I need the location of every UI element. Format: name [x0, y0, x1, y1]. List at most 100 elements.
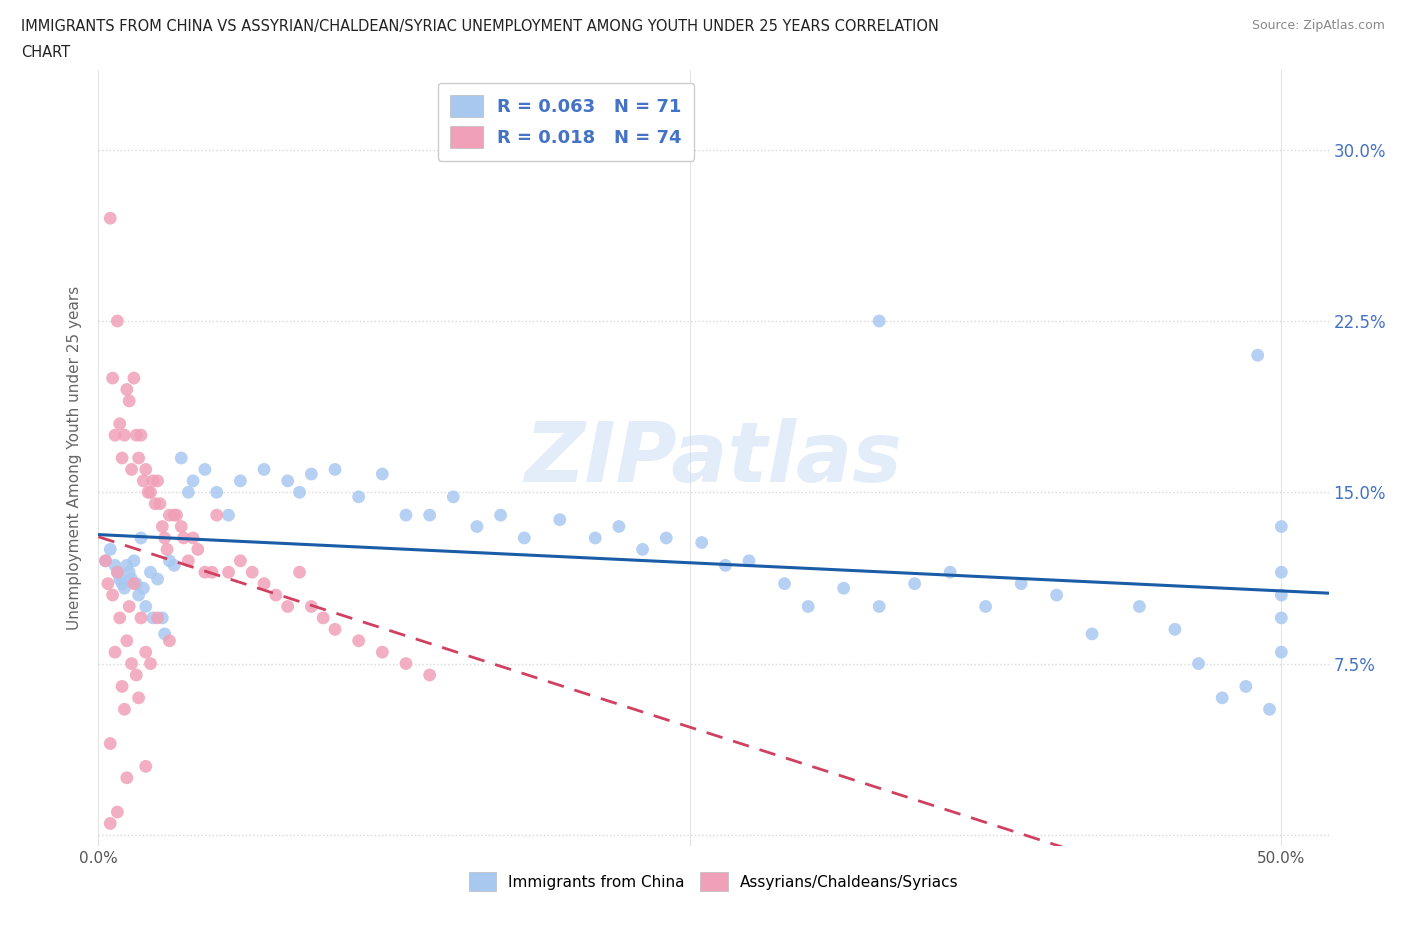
Point — [974, 599, 997, 614]
Point — [104, 428, 127, 443]
Point — [114, 702, 136, 717]
Point — [135, 644, 157, 659]
Point — [264, 588, 287, 603]
Point — [832, 580, 855, 595]
Point — [218, 508, 240, 523]
Point — [128, 451, 150, 466]
Point — [129, 530, 152, 545]
Point — [868, 313, 890, 328]
Point — [135, 759, 157, 774]
Point — [714, 558, 737, 573]
Point — [108, 610, 131, 625]
Point — [150, 519, 173, 534]
Point — [157, 633, 180, 648]
Point — [1164, 622, 1187, 637]
Point — [122, 553, 145, 568]
Point — [105, 565, 128, 579]
Point — [1081, 627, 1104, 642]
Point — [1258, 702, 1281, 717]
Point — [229, 553, 252, 568]
Point — [347, 633, 370, 648]
Point — [156, 542, 179, 557]
Point — [118, 393, 141, 408]
Text: ZIPatlas: ZIPatlas — [524, 418, 903, 498]
Point — [146, 610, 169, 625]
Point — [170, 451, 193, 466]
Point — [104, 558, 127, 573]
Point — [128, 588, 150, 603]
Point — [173, 530, 195, 545]
Point — [153, 530, 176, 545]
Point — [419, 668, 441, 683]
Point — [166, 508, 188, 523]
Text: CHART: CHART — [21, 45, 70, 60]
Point — [121, 657, 143, 671]
Point — [104, 644, 127, 659]
Point — [218, 565, 240, 579]
Point — [132, 580, 155, 595]
Point — [323, 462, 346, 477]
Point — [111, 577, 134, 591]
Point — [1270, 519, 1292, 534]
Point — [153, 627, 176, 642]
Point — [115, 633, 138, 648]
Point — [115, 382, 138, 397]
Point — [111, 451, 134, 466]
Point — [419, 508, 441, 523]
Point — [128, 690, 150, 705]
Point — [136, 485, 159, 499]
Point — [489, 508, 512, 523]
Point — [101, 588, 124, 603]
Point — [98, 816, 121, 830]
Point — [465, 519, 488, 534]
Point — [277, 599, 299, 614]
Point — [253, 462, 276, 477]
Point — [690, 535, 713, 550]
Point — [607, 519, 630, 534]
Point — [108, 572, 131, 587]
Point — [125, 577, 148, 591]
Point — [797, 599, 820, 614]
Point — [115, 770, 138, 785]
Point — [115, 558, 138, 573]
Point — [105, 565, 128, 579]
Point — [146, 572, 169, 587]
Point — [1234, 679, 1257, 694]
Point — [129, 610, 152, 625]
Point — [1270, 588, 1292, 603]
Point — [773, 577, 796, 591]
Point — [105, 804, 128, 819]
Point — [205, 508, 228, 523]
Point — [323, 622, 346, 637]
Point — [299, 467, 322, 482]
Point — [1211, 690, 1233, 705]
Point — [94, 553, 117, 568]
Point — [229, 473, 252, 488]
Point — [1128, 599, 1150, 614]
Point — [205, 485, 228, 499]
Point — [142, 610, 165, 625]
Text: IMMIGRANTS FROM CHINA VS ASSYRIAN/CHALDEAN/SYRIAC UNEMPLOYMENT AMONG YOUTH UNDER: IMMIGRANTS FROM CHINA VS ASSYRIAN/CHALDE… — [21, 19, 939, 33]
Point — [655, 530, 678, 545]
Point — [1045, 588, 1067, 603]
Point — [187, 542, 209, 557]
Point — [583, 530, 606, 545]
Point — [170, 519, 193, 534]
Point — [299, 599, 322, 614]
Point — [371, 644, 394, 659]
Point — [118, 565, 141, 579]
Point — [129, 428, 152, 443]
Point — [139, 657, 162, 671]
Point — [157, 553, 180, 568]
Point — [121, 572, 143, 587]
Point — [149, 497, 172, 512]
Point — [371, 467, 394, 482]
Point — [98, 542, 121, 557]
Point — [143, 497, 166, 512]
Point — [395, 657, 418, 671]
Point — [105, 313, 128, 328]
Point — [139, 565, 162, 579]
Point — [868, 599, 890, 614]
Point — [1270, 644, 1292, 659]
Point — [111, 679, 134, 694]
